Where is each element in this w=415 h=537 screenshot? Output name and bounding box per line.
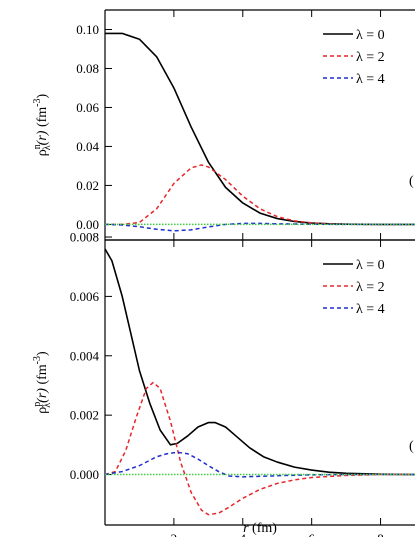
y-axis-label: ρnλ(r) (fm-3) <box>32 93 53 156</box>
legend-label: λ = 0 <box>356 258 385 273</box>
y-axis-label-subscript: λ <box>42 145 53 150</box>
series-line-lambda-1 <box>104 381 415 516</box>
legend-label: λ = 4 <box>356 72 385 87</box>
y-axis-label-argument: (r) <box>35 388 50 403</box>
y-axis-label-unit-close: ) <box>35 351 50 356</box>
x-tick-label: 8 <box>377 531 384 537</box>
x-axis-label-unit: (fm) <box>249 521 278 536</box>
x-tick-label: 6 <box>308 531 315 537</box>
legend-label: λ = 0 <box>356 28 385 43</box>
series-line-lambda-0 <box>104 248 415 476</box>
y-axis-label-argument: (r) <box>35 130 50 145</box>
y-axis-label-rho: ρ <box>35 407 50 414</box>
x-tick-label: 4 <box>240 531 247 537</box>
series-line-lambda-0 <box>105 32 415 226</box>
y-tick-label: 0.08 <box>76 61 99 76</box>
y-axis-label-unit-exponent: -3 <box>32 356 43 364</box>
x-tick-label: 2 <box>171 531 178 537</box>
panel-bottom: 0.000 0.002 0.004 0.006 0.008 2 4 6 8 λ = 0 λ = 2 λ… <box>32 230 415 537</box>
y-tick-label: 0.000 <box>70 467 99 482</box>
legend-label: λ = 2 <box>356 50 385 65</box>
y-axis-label-unit: (fm <box>35 107 50 131</box>
y-axis-label-unit-exponent: -3 <box>32 98 43 106</box>
y-axis-label-superscript: n <box>32 144 43 149</box>
y-tick-label: 0.10 <box>76 22 99 37</box>
x-axis-label: r (fm) <box>243 521 277 536</box>
y-tick-label: 0.006 <box>70 289 100 304</box>
y-axis-label-subscript: λ <box>42 403 53 408</box>
y-axis-label: ρpλ(r) (fm-3) <box>32 351 53 414</box>
y-tick-label: 0.06 <box>76 100 99 115</box>
series-line-lambda-1 <box>105 164 415 226</box>
y-tick-label: 0.008 <box>70 230 99 245</box>
y-tick-label: 0.004 <box>70 348 100 363</box>
panel-edge-label: ( <box>409 439 414 454</box>
series-line-lambda-2 <box>104 222 415 232</box>
y-axis-label-unit: (fm <box>35 364 50 388</box>
x-axis-label-variable: r <box>243 521 249 536</box>
y-axis-label-rho: ρ <box>35 149 50 156</box>
y-tick-label: 0.002 <box>70 408 99 423</box>
y-tick-label: 0.00 <box>76 217 99 232</box>
x-axis-label-text: r (fm) <box>243 521 277 536</box>
y-axis-label-unit-close: ) <box>35 93 50 98</box>
y-tick-label: 0.02 <box>76 178 99 193</box>
legend-label: λ = 2 <box>356 280 385 295</box>
panel-edge-label: ( <box>409 174 414 189</box>
panel-top: 0.00 0.02 0.04 0.06 0.08 0.10 λ = 0 λ = 2 λ = 4 (… <box>32 9 415 241</box>
y-tick-label: 0.04 <box>76 139 99 154</box>
y-axis-label-superscript: p <box>32 402 43 407</box>
legend-label: λ = 4 <box>356 302 385 317</box>
